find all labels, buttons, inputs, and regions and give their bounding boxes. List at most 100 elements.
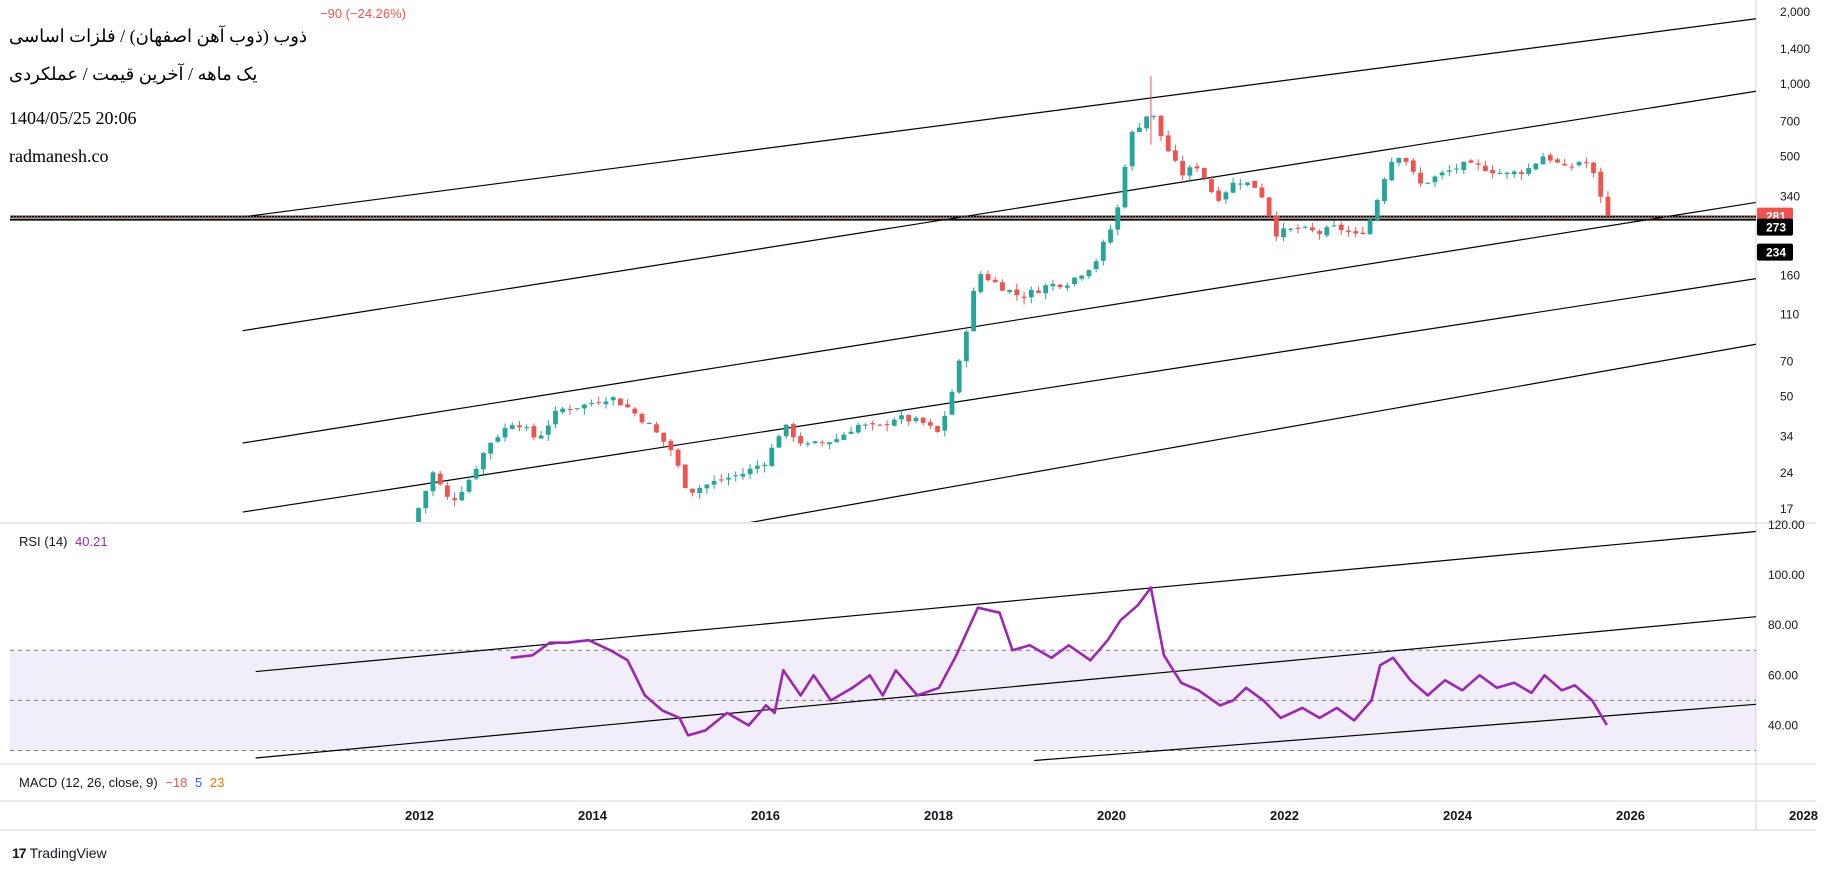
candle-body[interactable]: [1158, 115, 1164, 136]
candle-body[interactable]: [1511, 171, 1517, 175]
candle-body[interactable]: [452, 498, 457, 501]
candle-body[interactable]: [992, 279, 998, 283]
candle-body[interactable]: [1389, 161, 1395, 181]
candle-body[interactable]: [610, 397, 616, 401]
candle-body[interactable]: [589, 403, 594, 405]
candle-body[interactable]: [863, 424, 868, 426]
candle-body[interactable]: [1136, 127, 1142, 132]
candle-body[interactable]: [704, 484, 710, 489]
candle-body[interactable]: [1425, 182, 1431, 184]
candle-body[interactable]: [841, 434, 847, 441]
candle-body[interactable]: [1403, 157, 1409, 162]
candle-body[interactable]: [855, 425, 861, 433]
candle-body[interactable]: [697, 488, 703, 494]
candle-body[interactable]: [711, 480, 717, 485]
candle-body[interactable]: [1028, 289, 1034, 298]
macd-legend[interactable]: MACD (12, 26, close, 9) −18 5 23: [19, 775, 228, 790]
candle-body[interactable]: [1367, 219, 1373, 235]
candle-body[interactable]: [1598, 171, 1604, 197]
candle-body[interactable]: [1036, 290, 1041, 293]
candle-body[interactable]: [812, 441, 818, 444]
candle-body[interactable]: [459, 491, 465, 501]
candle-body[interactable]: [1432, 176, 1438, 183]
candle-body[interactable]: [1100, 241, 1106, 261]
candle-body[interactable]: [1468, 160, 1474, 163]
candle-body[interactable]: [848, 431, 854, 434]
candle-body[interactable]: [1295, 227, 1301, 229]
candle-body[interactable]: [560, 408, 566, 413]
candle-body[interactable]: [1360, 232, 1366, 234]
candle-body[interactable]: [488, 442, 494, 454]
candle-body[interactable]: [1209, 179, 1214, 193]
candle-body[interactable]: [747, 468, 753, 475]
candle-body[interactable]: [1194, 166, 1200, 169]
candle-body[interactable]: [978, 274, 984, 292]
candle-body[interactable]: [935, 426, 940, 432]
candle-body[interactable]: [1418, 172, 1423, 184]
candle-body[interactable]: [769, 447, 775, 466]
candle-body[interactable]: [654, 424, 659, 433]
candle-body[interactable]: [603, 401, 609, 405]
candle-body[interactable]: [805, 443, 811, 445]
candle-body[interactable]: [1490, 169, 1495, 174]
candle-body[interactable]: [632, 408, 638, 414]
candle-body[interactable]: [1331, 225, 1337, 227]
candle-body[interactable]: [682, 464, 688, 489]
candle-body[interactable]: [733, 475, 739, 477]
candle-body[interactable]: [783, 424, 789, 437]
candle-body[interactable]: [502, 428, 508, 438]
candle-body[interactable]: [1007, 289, 1013, 293]
candle-body[interactable]: [596, 402, 602, 404]
candle-body[interactable]: [1187, 167, 1193, 176]
candle-body[interactable]: [473, 468, 479, 479]
candle-body[interactable]: [423, 490, 429, 509]
candle-body[interactable]: [531, 426, 537, 438]
candle-body[interactable]: [1216, 190, 1222, 201]
candle-body[interactable]: [675, 449, 681, 466]
candle-body[interactable]: [545, 425, 551, 435]
candle-body[interactable]: [1475, 163, 1481, 165]
candle-body[interactable]: [1576, 161, 1582, 166]
candle-body[interactable]: [1461, 161, 1467, 171]
candle-body[interactable]: [1569, 166, 1575, 168]
candle-body[interactable]: [1064, 285, 1070, 288]
candle-body[interactable]: [1259, 187, 1265, 198]
candle-body[interactable]: [1165, 135, 1171, 152]
candle-body[interactable]: [1410, 160, 1416, 172]
candle-body[interactable]: [1086, 270, 1092, 277]
candle-body[interactable]: [1317, 231, 1322, 234]
candle-body[interactable]: [1540, 156, 1546, 165]
candle-body[interactable]: [1043, 285, 1049, 294]
candle-body[interactable]: [1266, 197, 1272, 217]
candle-body[interactable]: [1245, 182, 1250, 186]
candle-body[interactable]: [661, 432, 667, 442]
candle-body[interactable]: [1562, 163, 1568, 166]
tradingview-logo[interactable]: 17 TradingView: [12, 845, 107, 861]
candle-body[interactable]: [942, 415, 948, 431]
price-label-badge[interactable]: [1757, 218, 1793, 236]
candle-body[interactable]: [1230, 182, 1236, 193]
candle-body[interactable]: [668, 440, 674, 451]
candle-body[interactable]: [906, 415, 912, 422]
candle-body[interactable]: [726, 477, 731, 480]
candle-body[interactable]: [481, 453, 486, 470]
candle-body[interactable]: [1072, 277, 1077, 285]
candle-body[interactable]: [754, 465, 760, 469]
candle-body[interactable]: [416, 508, 421, 525]
candle-body[interactable]: [891, 419, 897, 426]
candle-body[interactable]: [553, 410, 558, 425]
candle-body[interactable]: [913, 417, 919, 422]
candle-body[interactable]: [1014, 289, 1020, 296]
candle-body[interactable]: [1605, 196, 1611, 216]
candle-body[interactable]: [517, 425, 522, 428]
candle-body[interactable]: [1288, 228, 1294, 230]
candle-body[interactable]: [877, 424, 883, 426]
candle-body[interactable]: [1050, 283, 1056, 287]
candle-body[interactable]: [1021, 296, 1027, 299]
candle-body[interactable]: [1346, 230, 1351, 232]
candle-body[interactable]: [495, 437, 501, 442]
candle-body[interactable]: [1533, 163, 1539, 170]
candle-body[interactable]: [625, 404, 630, 408]
candle-body[interactable]: [1302, 226, 1308, 228]
